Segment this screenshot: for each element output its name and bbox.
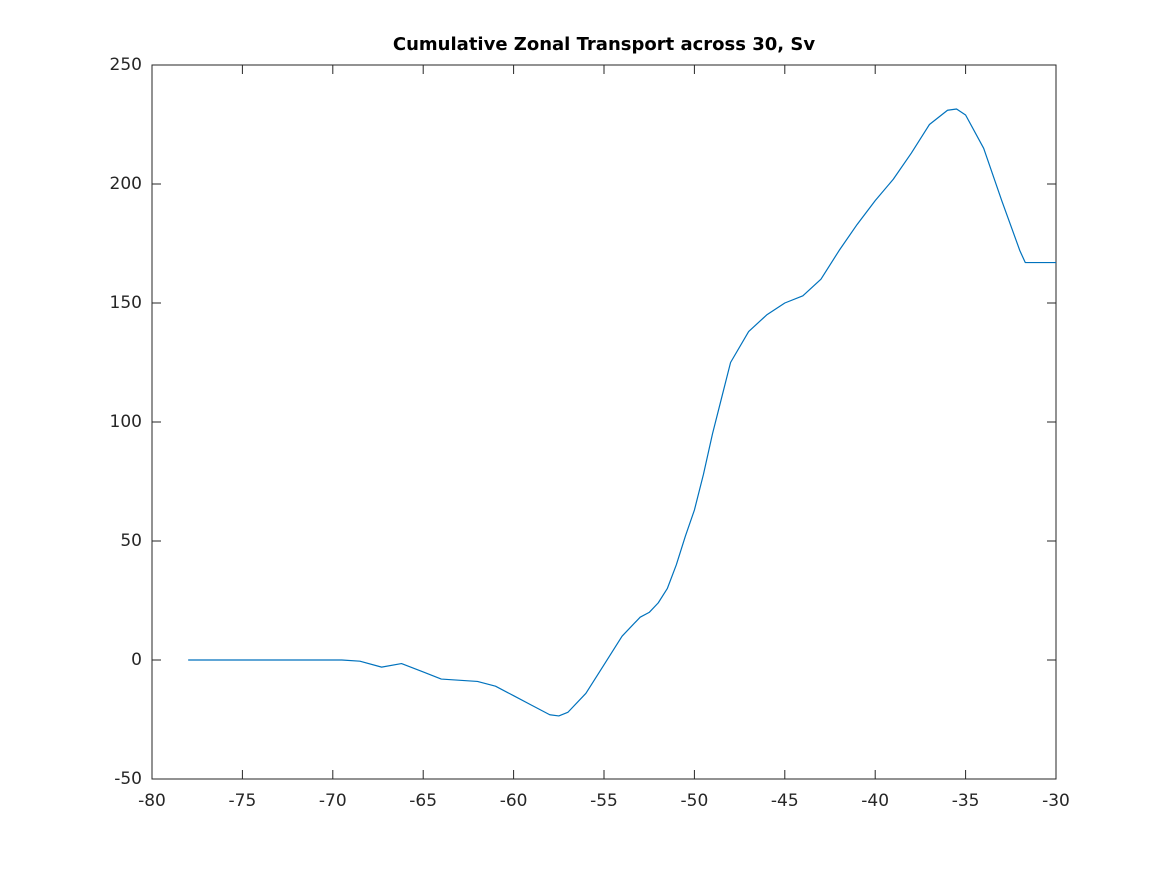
y-tick-label: 0 bbox=[131, 650, 142, 670]
x-tick-label: -70 bbox=[319, 791, 347, 811]
y-tick-label: 200 bbox=[110, 174, 142, 194]
x-tick-label: -40 bbox=[861, 791, 889, 811]
y-tick-label: 100 bbox=[110, 412, 142, 432]
y-tick-label: -50 bbox=[114, 769, 142, 789]
x-tick-label: -80 bbox=[138, 791, 166, 811]
x-tick-label: -30 bbox=[1042, 791, 1070, 811]
x-tick-label: -60 bbox=[500, 791, 528, 811]
x-tick-label: -55 bbox=[590, 791, 618, 811]
chart-title: Cumulative Zonal Transport across 30, Sv bbox=[393, 34, 815, 55]
x-tick-label: -35 bbox=[952, 791, 980, 811]
x-tick-label: -65 bbox=[409, 791, 437, 811]
y-tick-label: 250 bbox=[110, 55, 142, 75]
y-tick-label: 50 bbox=[120, 531, 142, 551]
x-tick-label: -50 bbox=[681, 791, 709, 811]
x-tick-label: -75 bbox=[229, 791, 257, 811]
x-tick-label: -45 bbox=[771, 791, 799, 811]
y-tick-label: 150 bbox=[110, 293, 142, 313]
line bbox=[188, 108, 1056, 717]
